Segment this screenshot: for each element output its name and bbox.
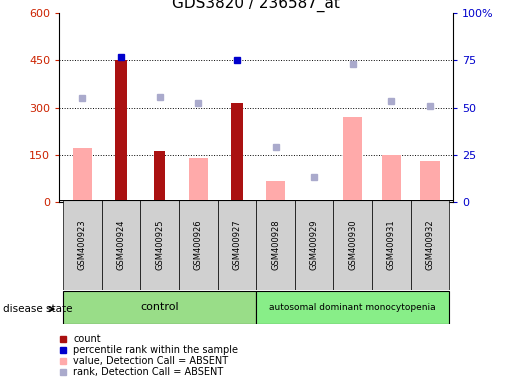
- Bar: [73, 148, 92, 202]
- Text: GSM400926: GSM400926: [194, 220, 203, 270]
- Bar: [63, 291, 256, 324]
- Bar: [63, 200, 102, 290]
- Bar: [188, 158, 208, 202]
- Bar: [231, 103, 243, 202]
- Text: GSM400930: GSM400930: [348, 220, 357, 270]
- Text: GSM400925: GSM400925: [155, 220, 164, 270]
- Text: GSM400923: GSM400923: [78, 220, 87, 270]
- Text: percentile rank within the sample: percentile rank within the sample: [73, 345, 238, 355]
- Bar: [217, 200, 256, 290]
- Bar: [295, 200, 334, 290]
- Text: GSM400927: GSM400927: [232, 220, 242, 270]
- Text: GSM400931: GSM400931: [387, 220, 396, 270]
- Bar: [115, 61, 127, 202]
- Text: GSM400924: GSM400924: [116, 220, 126, 270]
- Text: control: control: [140, 302, 179, 312]
- Bar: [179, 200, 217, 290]
- Text: count: count: [73, 334, 100, 344]
- Text: disease state: disease state: [3, 304, 72, 314]
- Bar: [102, 200, 140, 290]
- Bar: [256, 200, 295, 290]
- Bar: [140, 200, 179, 290]
- Bar: [266, 181, 285, 202]
- Text: GSM400932: GSM400932: [425, 220, 435, 270]
- Bar: [372, 200, 410, 290]
- Bar: [256, 291, 449, 324]
- Text: GSM400928: GSM400928: [271, 220, 280, 270]
- Bar: [410, 200, 449, 290]
- Text: rank, Detection Call = ABSENT: rank, Detection Call = ABSENT: [73, 367, 224, 377]
- Bar: [343, 117, 363, 202]
- Text: autosomal dominant monocytopenia: autosomal dominant monocytopenia: [269, 303, 436, 312]
- Bar: [154, 151, 165, 202]
- Text: value, Detection Call = ABSENT: value, Detection Call = ABSENT: [73, 356, 228, 366]
- Bar: [334, 200, 372, 290]
- Text: GSM400929: GSM400929: [310, 220, 319, 270]
- Bar: [382, 155, 401, 202]
- Bar: [420, 161, 440, 202]
- Title: GDS3820 / 236587_at: GDS3820 / 236587_at: [173, 0, 340, 12]
